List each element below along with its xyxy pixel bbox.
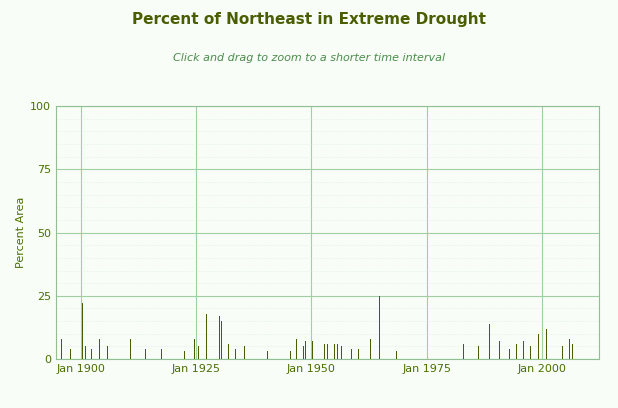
Text: Click and drag to zoom to a shorter time interval: Click and drag to zoom to a shorter time… <box>173 53 445 63</box>
Y-axis label: Percent Area: Percent Area <box>15 197 25 268</box>
Text: Percent of Northeast in Extreme Drought: Percent of Northeast in Extreme Drought <box>132 12 486 27</box>
